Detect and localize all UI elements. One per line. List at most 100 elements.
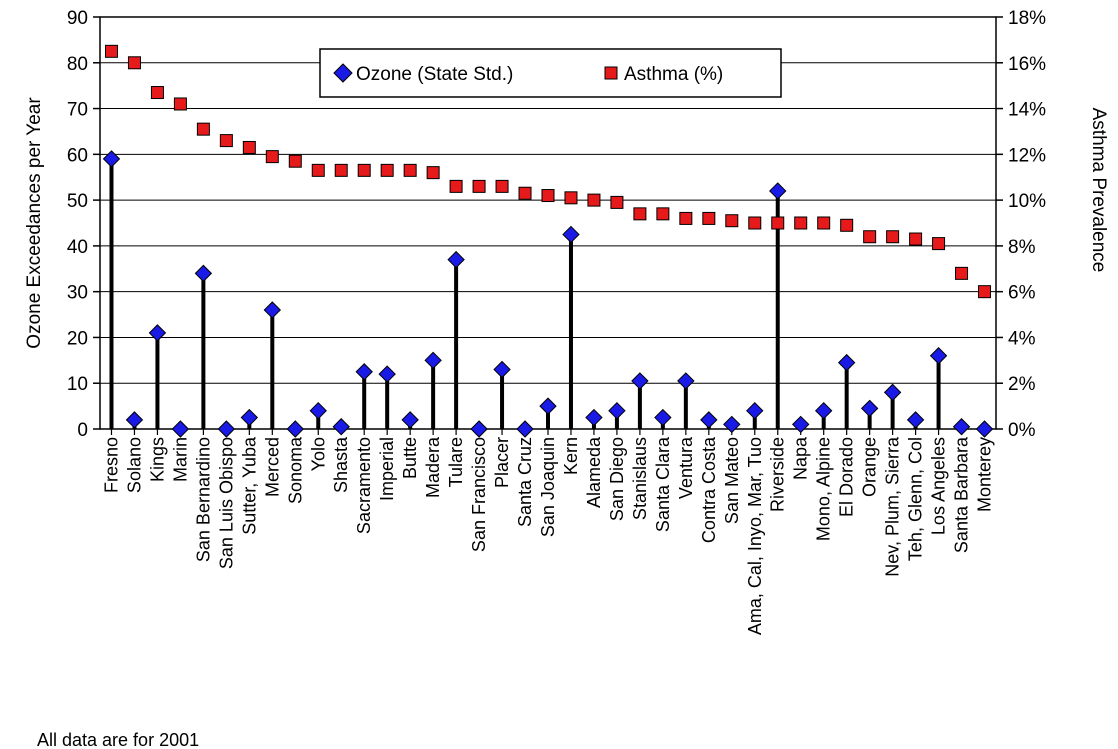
category-label: Sutter, Yuba — [239, 436, 259, 535]
category-label: San Francisco — [469, 437, 489, 552]
left-tick-label: 90 — [67, 8, 88, 29]
category-label: Los Angeles — [929, 437, 949, 535]
ozone-point — [562, 225, 580, 244]
legend-asthma-square-icon — [604, 66, 618, 80]
category-label: San Mateo — [722, 437, 742, 524]
left-tick-label: 0 — [77, 420, 88, 441]
asthma-point — [173, 97, 187, 111]
category-label: Shasta — [331, 436, 351, 493]
left-tick-label: 10 — [67, 374, 88, 395]
asthma-point — [679, 211, 693, 225]
asthma-point — [564, 191, 578, 205]
legend-ozone-diamond-icon — [333, 63, 353, 83]
category-labels: Fresno Solano Kings Marin San Bernardino San … — [101, 436, 994, 635]
category-label: San Luis Obispo — [216, 437, 236, 569]
asthma-point — [771, 216, 785, 230]
ozone-point — [148, 324, 167, 342]
asthma-point — [219, 134, 233, 148]
left-tick-label: 80 — [67, 54, 88, 75]
ozone-point — [929, 347, 948, 365]
legend-asthma-label: Asthma (%) — [624, 64, 723, 85]
asthma-point — [449, 179, 463, 193]
ozone-point — [700, 411, 718, 429]
category-label: San Joaquin — [538, 437, 558, 537]
ozone-point — [883, 383, 902, 402]
ozone-point — [332, 418, 350, 436]
ozone-point — [631, 372, 649, 390]
ozone-series — [102, 150, 994, 438]
category-label: San Diego — [607, 437, 627, 521]
right-tick-label: 2% — [1008, 374, 1036, 395]
category-label: Ama, Cal, Inyo, Mar, Tuo — [745, 437, 765, 635]
left-tick-label: 20 — [67, 328, 88, 349]
left-axis-title: Ozone Exceedances per Year — [24, 97, 45, 349]
asthma-point — [587, 193, 601, 207]
asthma-series — [104, 44, 992, 299]
category-label: Santa Cruz — [515, 437, 535, 527]
asthma-point — [380, 163, 394, 177]
asthma-point — [288, 154, 302, 168]
ozone-point — [746, 401, 764, 420]
asthma-point — [242, 140, 256, 154]
category-label: San Bernardino — [193, 437, 213, 562]
asthma-point — [403, 163, 417, 177]
category-label: Marin — [170, 437, 190, 482]
category-label: Kern — [561, 437, 581, 475]
asthma-point — [610, 195, 624, 209]
asthma-point — [978, 285, 992, 299]
ozone-point — [286, 420, 304, 438]
category-label: Sonoma — [285, 436, 305, 504]
footnote: All data are for 2001 — [37, 730, 199, 749]
asthma-point — [840, 218, 854, 232]
ozone-point — [171, 420, 190, 438]
ozone-point — [608, 401, 626, 420]
ozone-point — [860, 399, 879, 418]
ozone-point — [217, 420, 236, 438]
legend: Ozone (State Std.) Asthma (%) — [319, 48, 782, 98]
asthma-point — [909, 232, 923, 246]
legend-box — [319, 48, 782, 98]
ozone-point — [723, 415, 741, 434]
left-tick-label: 30 — [67, 283, 88, 304]
category-label: Santa Clara — [653, 436, 673, 532]
right-tick-label: 16% — [1008, 54, 1046, 75]
ozone-point — [769, 182, 787, 200]
category-label: Riverside — [768, 437, 788, 512]
category-label: Napa — [791, 436, 811, 480]
category-label: Santa Barbara — [952, 436, 972, 553]
right-axis-title: Asthma Prevalence — [1088, 108, 1109, 273]
category-label: Sacramento — [354, 437, 374, 534]
category-label: Kings — [147, 437, 167, 482]
category-label: Mono, Alpine — [814, 437, 834, 541]
left-tick-label: 60 — [67, 145, 88, 166]
category-label: Tulare — [446, 437, 466, 487]
ozone-point — [447, 250, 465, 269]
category-label: Orange — [860, 437, 880, 497]
left-tick-label: 70 — [67, 100, 88, 121]
asthma-point — [311, 163, 325, 177]
ozone-point — [792, 415, 810, 434]
asthma-point — [794, 216, 808, 230]
category-label: Stanislaus — [630, 437, 650, 520]
category-label: Fresno — [101, 437, 121, 493]
ozone-point — [240, 408, 259, 427]
ozone-point — [952, 418, 971, 436]
right-y-ticks: 0% 2% 4% 6% 8% 10% 12% 14% 16% 18% — [1008, 8, 1046, 441]
category-label: Yolo — [308, 437, 328, 471]
ozone-point — [378, 365, 396, 383]
asthma-point — [702, 211, 716, 225]
asthma-point — [334, 163, 348, 177]
asthma-point — [357, 163, 371, 177]
left-tick-label: 50 — [67, 191, 88, 212]
right-tick-label: 8% — [1008, 237, 1036, 258]
asthma-point — [518, 186, 532, 200]
category-label: Madera — [423, 436, 443, 498]
ozone-point — [263, 301, 282, 319]
asthma-point — [817, 216, 831, 230]
right-tick-label: 4% — [1008, 328, 1036, 349]
ozone-point — [102, 150, 121, 168]
category-label: Nev, Plum, Sierra — [883, 436, 903, 577]
ozone-point — [493, 360, 511, 379]
right-tick-label: 10% — [1008, 191, 1046, 212]
legend-ozone-label: Ozone (State Std.) — [356, 64, 513, 85]
